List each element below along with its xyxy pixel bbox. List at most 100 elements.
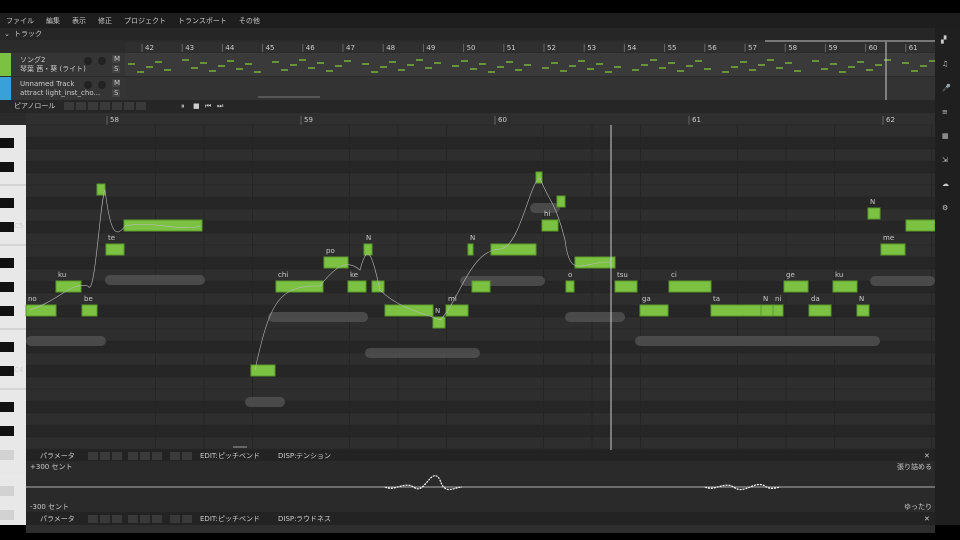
tool-button [88,102,98,110]
note [490,243,537,256]
solo-label[interactable]: S [114,89,119,97]
sidebar-icon[interactable]: ⚙ [942,204,948,212]
sidebar-icon[interactable]: ☁ [942,180,949,188]
mute-label[interactable]: M [114,55,120,63]
menu-item[interactable]: 表示 [72,16,86,25]
ruler-label: 56 [708,44,717,52]
note-lyric: ga [642,295,651,303]
black-key [0,258,14,268]
menu-item[interactable]: トランスポート [178,17,227,25]
solo-button [112,65,120,73]
note-lyric: o [568,271,572,279]
param-tool [112,515,122,523]
note-lyric: be [84,295,93,303]
ruler-label: 61 [909,44,918,52]
mute-label[interactable]: M [114,79,120,87]
grid-row [26,377,935,389]
note-lyric: N [435,307,440,315]
ruler-label: 46 [306,44,315,52]
ruler-label: 57 [748,44,757,52]
param-title: パラメータ [40,514,75,523]
solo-label[interactable]: S [114,65,119,73]
guide-blob [245,397,285,407]
next-icon[interactable]: ⏭ [217,102,224,110]
play-icon[interactable]: ⏸ [181,102,185,110]
solo-button [112,89,120,97]
menu-item[interactable]: プロジェクト [124,17,166,25]
note-lyric: N [366,234,371,242]
tracks-header [0,28,960,40]
menu-item[interactable]: ファイル [6,17,34,25]
sidebar-icon[interactable]: ♫ [942,60,948,68]
ruler-label: 55 [668,44,677,52]
note [384,304,434,317]
key-bottom [0,450,26,525]
sidebar-icon[interactable]: ⇲ [942,156,948,164]
pr-ruler [26,113,935,125]
disp-value: ラウドネス [296,515,331,523]
sidebar-icon[interactable]: ▦ [942,132,949,140]
param-tool [182,515,192,523]
stop-icon[interactable]: ■ [193,102,200,110]
play-button [180,102,188,110]
note [760,304,774,317]
grid-row [26,317,935,329]
param-tool [152,515,162,523]
menu-item[interactable]: 編集 [46,16,60,25]
note [808,304,832,317]
ruler-label: 47 [346,44,355,52]
ruler-label: 48 [386,44,395,52]
pr-header [0,100,960,113]
note [880,243,906,256]
prev-icon[interactable]: ⏮ [205,102,211,110]
tool-button [112,102,122,110]
param-tool [88,515,98,523]
param-tool [152,452,162,460]
track-row [0,53,125,76]
tool-button [76,102,86,110]
note-lyric: mi [448,295,457,303]
edit-value: ピッチベンド [218,452,260,460]
tool-button [124,102,134,110]
grid-row [26,293,935,305]
note [856,304,870,317]
menu-bar [0,13,960,28]
note-lyric: N [859,295,864,303]
edit-label: EDIT: [200,452,218,460]
track-progress [765,40,935,42]
note-lyric: no [28,295,37,303]
close-icon[interactable]: ✕ [924,515,930,523]
grid-row [26,137,935,149]
grid-row [26,425,935,437]
ruler-label: 61 [692,116,701,124]
splitter [233,446,247,448]
note-lyric: ku [835,271,843,279]
black-key [0,282,14,292]
grid-row [26,125,935,137]
note [614,280,638,293]
pitch-curve [29,188,201,311]
note [105,243,125,256]
grid-row [26,365,935,377]
note [772,304,784,317]
param-tool [170,452,180,460]
close-icon[interactable]: ✕ [924,452,930,460]
track-voice: attract light_inst_cho... [20,89,100,97]
ruler-label: 60 [498,116,507,124]
note-lyric: me [883,234,894,242]
grid-row [26,245,935,257]
menu-item[interactable]: 修正 [98,16,112,25]
menu-item[interactable]: その他 [239,16,260,25]
note-lyric: po [326,247,335,255]
sidebar-icon[interactable]: 🎤 [942,83,951,92]
param-tool [112,452,122,460]
ruler-label: 52 [547,44,556,52]
ruler-label: 45 [266,44,275,52]
note [565,280,575,293]
note [556,195,566,208]
ruler-label: 58 [110,116,119,124]
note [541,219,559,232]
sidebar-icon[interactable]: ≡ [942,108,948,116]
track-color [0,53,11,76]
